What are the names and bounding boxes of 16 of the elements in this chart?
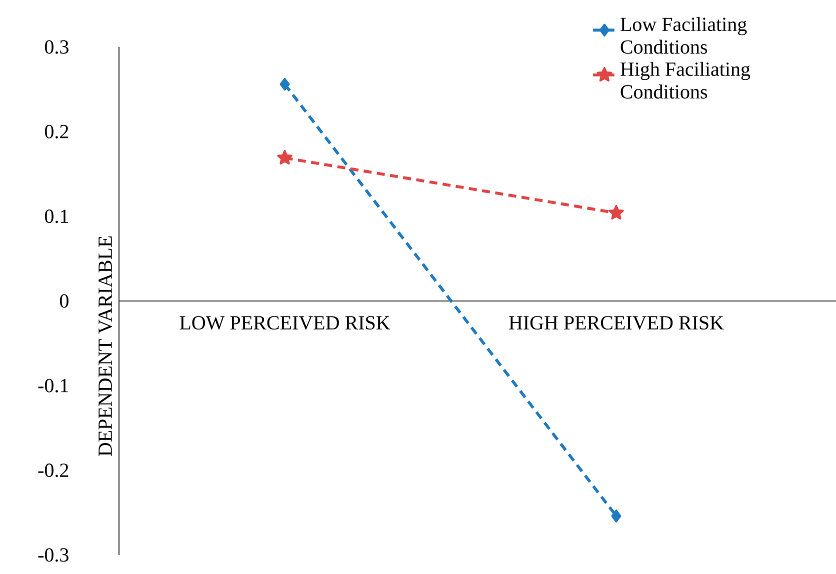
point [277, 150, 292, 165]
y-tick-label: -0.3 [38, 548, 68, 562]
y-tick-label: 0.2 [44, 124, 68, 138]
x-tick-label: LOW PERCEIVED RISK [180, 316, 390, 330]
y-tick-label: 0.1 [44, 210, 68, 224]
point [611, 510, 622, 522]
legend-label: Low Faciliating Conditions [620, 17, 747, 54]
y-axis-title: DEPENDENT VARIABLE [98, 236, 112, 456]
y-tick-label: -0.1 [38, 378, 68, 392]
point [608, 205, 624, 220]
x-tick-label: HIGH PERCEIVED RISK [509, 316, 724, 330]
legend-label: High Faciliating Conditions [620, 62, 750, 99]
y-tick-label: 0.3 [44, 40, 68, 54]
y-tick-label: 0 [60, 294, 68, 308]
y-tick-label: -0.2 [38, 464, 68, 478]
point [280, 78, 290, 91]
